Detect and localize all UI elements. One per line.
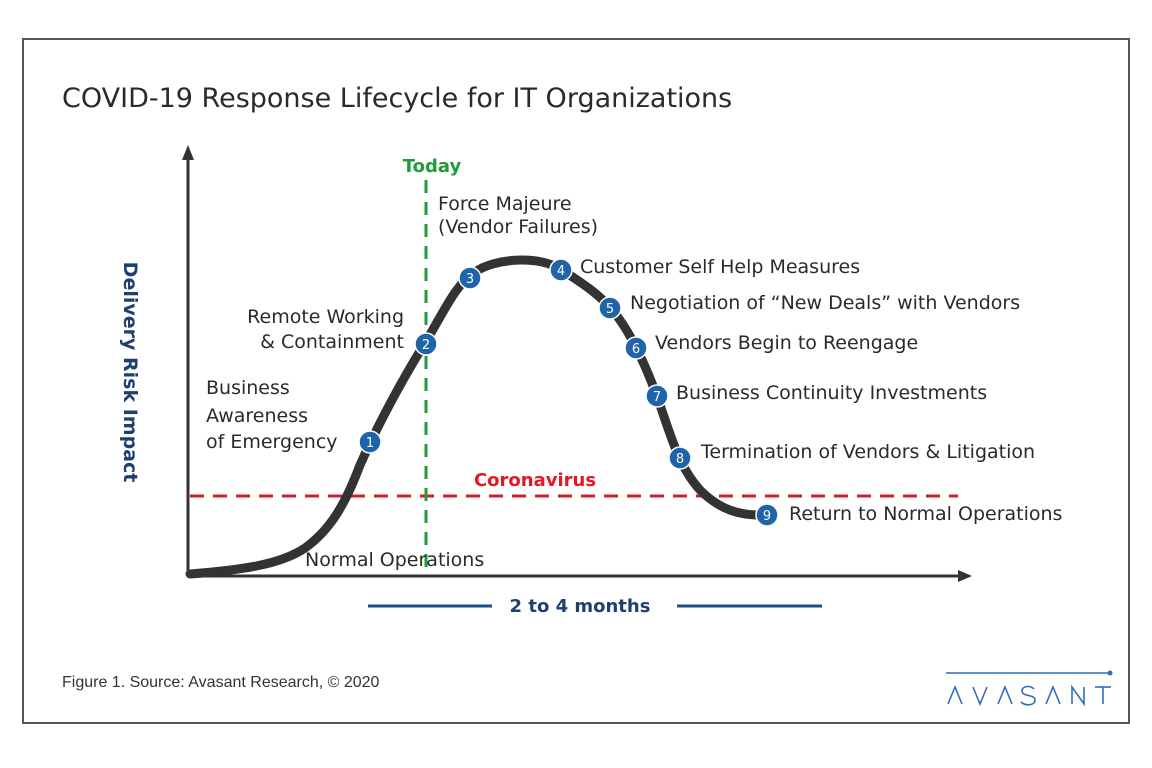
svg-text:2: 2: [422, 338, 430, 353]
stage-1-label-line-1: Business: [206, 377, 290, 399]
stage-2-label-line-1: Remote Working: [247, 306, 404, 328]
stage-9-marker: 9: [755, 503, 779, 527]
stage-3-label-line-1: Force Majeure: [438, 193, 572, 215]
stage-6-label: Vendors Begin to Reengage: [655, 332, 918, 354]
normal-operations-label: Normal Operations: [305, 549, 484, 571]
avasant-logo: [946, 670, 1113, 707]
stage-2-label-line-2: & Containment: [260, 331, 404, 353]
svg-text:5: 5: [606, 302, 614, 317]
svg-text:6: 6: [632, 342, 640, 357]
svg-text:4: 4: [557, 264, 565, 279]
svg-text:1: 1: [366, 436, 374, 451]
figure-caption: Figure 1. Source: Avasant Research, © 20…: [62, 674, 380, 691]
stage-9-label: Return to Normal Operations: [789, 503, 1062, 525]
stage-3-label-line-2: (Vendor Failures): [438, 216, 598, 238]
stage-7-label: Business Continuity Investments: [676, 382, 987, 404]
svg-text:9: 9: [763, 509, 771, 524]
stage-6-marker: 6: [624, 336, 648, 360]
figure-frame: [22, 38, 1130, 724]
stage-8-marker: 8: [668, 446, 692, 470]
stage-5-label: Negotiation of “New Deals” with Vendors: [630, 292, 1020, 314]
today-label: Today: [403, 156, 462, 177]
svg-text:7: 7: [653, 390, 661, 405]
stage-1-marker: 1: [358, 430, 382, 454]
svg-text:8: 8: [676, 452, 684, 467]
timespan-label: 2 to 4 months: [510, 596, 651, 617]
stage-7-marker: 7: [645, 384, 669, 408]
svg-text:3: 3: [466, 272, 474, 287]
stage-4-label: Customer Self Help Measures: [580, 256, 860, 278]
diagram-title: COVID-19 Response Lifecycle for IT Organ…: [62, 83, 732, 114]
stage-8-label: Termination of Vendors & Litigation: [700, 441, 1035, 463]
x-axis-arrow-icon: [958, 570, 972, 582]
stage-3-marker: 3: [458, 266, 482, 290]
stage-2-marker: 2: [414, 332, 438, 356]
stage-5-marker: 5: [598, 296, 622, 320]
stage-4-marker: 4: [549, 258, 573, 282]
y-axis-label: Delivery Risk Impact: [119, 262, 141, 483]
stage-1-label-line-3: of Emergency: [206, 431, 338, 453]
risk-curve: [185, 255, 771, 579]
stage-1-label-line-2: Awareness: [206, 405, 308, 427]
y-axis-arrow-icon: [182, 145, 194, 160]
coronavirus-label: Coronavirus: [474, 470, 596, 491]
